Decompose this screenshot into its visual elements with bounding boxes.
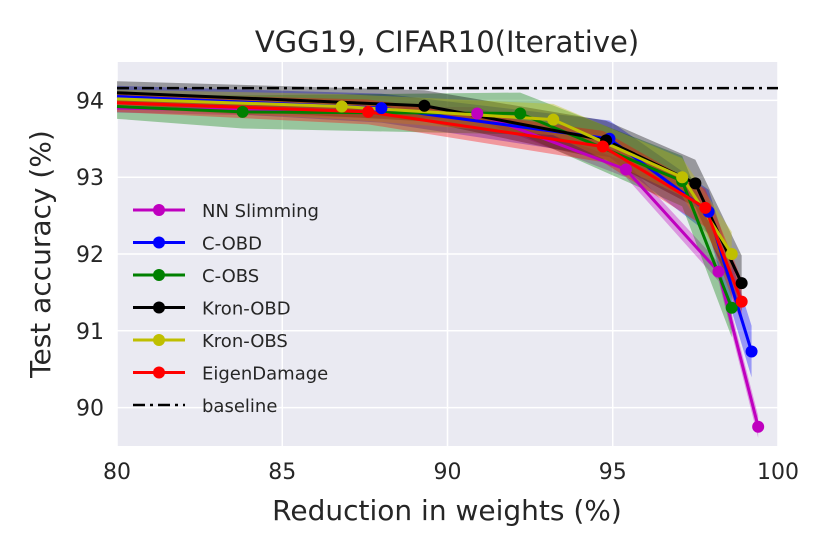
- y-tick-labels: 90 91 92 93 94: [76, 89, 104, 421]
- point-c-obd: [745, 345, 758, 358]
- legend-marker-nn-slimming: [153, 204, 165, 216]
- legend-label-c-obs: C-OBS: [202, 266, 259, 287]
- legend-label-c-obd: C-OBD: [202, 234, 262, 255]
- point-nn-slimming: [471, 107, 484, 120]
- x-tick-labels: 80 85 90 95 100: [103, 460, 799, 485]
- legend-label-kron-obd: Kron-OBD: [202, 299, 291, 320]
- y-tick-label: 90: [76, 397, 104, 422]
- series-points: [236, 99, 765, 433]
- point-kron-obd: [418, 99, 431, 112]
- y-tick-label: 91: [76, 320, 104, 345]
- y-tick-label: 94: [76, 89, 104, 114]
- point-c-obs: [236, 105, 249, 118]
- y-tick-label: 92: [76, 243, 104, 268]
- point-kron-obs: [676, 171, 689, 184]
- x-tick-label: 95: [599, 460, 627, 485]
- point-kron-obd: [689, 177, 702, 190]
- point-nn-slimming: [712, 265, 725, 278]
- legend-marker-c-obd: [153, 236, 165, 249]
- y-axis-label: Test accuracy (%): [24, 130, 57, 379]
- point-nn-slimming: [619, 163, 632, 176]
- point-c-obs: [514, 107, 527, 120]
- point-nn-slimming: [752, 420, 765, 433]
- y-tick-label: 93: [76, 166, 104, 191]
- point-eigendamage: [596, 140, 609, 153]
- grid: [116, 62, 779, 446]
- point-kron-obs: [547, 113, 560, 126]
- point-kron-obs: [335, 100, 348, 113]
- x-tick-label: 90: [434, 460, 462, 485]
- point-eigendamage: [362, 105, 375, 118]
- point-kron-obs: [725, 248, 738, 260]
- legend-marker-kron-obd: [153, 301, 165, 314]
- legend-marker-kron-obs: [153, 334, 165, 346]
- legend-label-eigendamage: EigenDamage: [202, 364, 328, 385]
- point-c-obd: [375, 102, 388, 115]
- point-kron-obd: [735, 277, 748, 290]
- legend-marker-eigendamage: [153, 366, 165, 379]
- band-eigendamage: [117, 93, 742, 324]
- legend: NN Slimming C-OBD C-OBS Kron-OBD Kron-OBS Eig…: [133, 201, 328, 417]
- legend-label-baseline: baseline: [202, 396, 277, 417]
- point-c-obs: [725, 301, 738, 314]
- point-eigendamage: [699, 201, 712, 214]
- legend-marker-c-obs: [153, 269, 165, 281]
- x-tick-label: 100: [757, 460, 799, 485]
- legend-label-nn-slimming: NN Slimming: [202, 201, 319, 222]
- point-eigendamage: [735, 295, 748, 308]
- chart-title: VGG19, CIFAR10(Iterative): [255, 25, 639, 59]
- band-c-obs: [117, 92, 732, 338]
- x-axis-label: Reduction in weights (%): [272, 494, 622, 527]
- x-tick-label: 85: [268, 460, 296, 485]
- x-tick-label: 80: [103, 460, 131, 485]
- band-kron-obd: [117, 81, 742, 311]
- legend-label-kron-obs: Kron-OBS: [202, 331, 288, 352]
